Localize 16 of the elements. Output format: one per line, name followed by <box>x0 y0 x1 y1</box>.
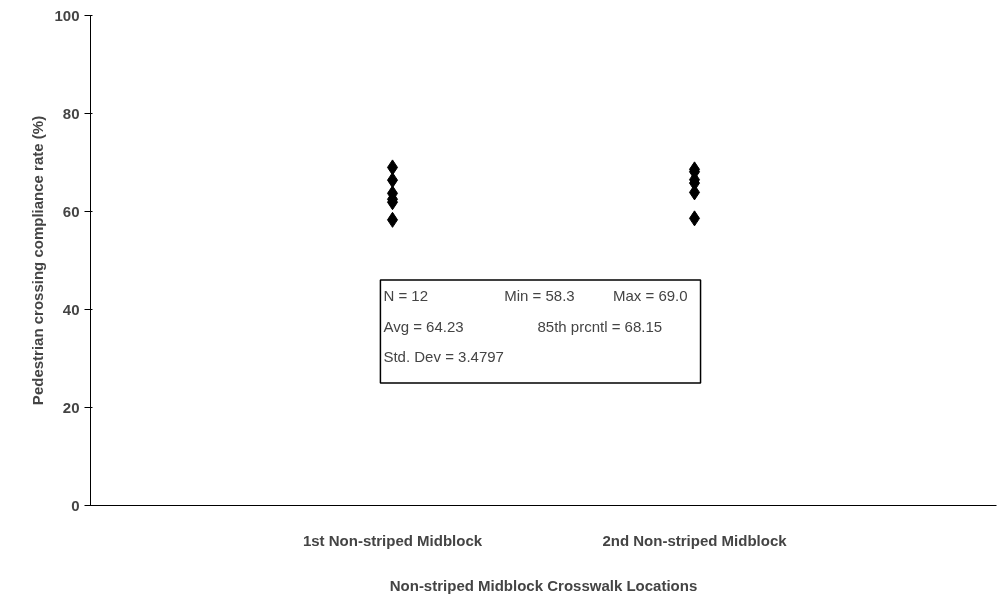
y-tick-label: 40 <box>62 300 80 318</box>
x-tick-label: 1st Non-striped Midblock <box>302 531 483 549</box>
y-tick-label: 0 <box>71 496 80 514</box>
annotation: Max = 69.0 <box>612 287 688 305</box>
x-axis-title: Non-striped Midblock Crosswalk Locations <box>389 576 698 594</box>
annotation: 85th prcntl = 68.15 <box>537 317 663 335</box>
y-tick-label: 60 <box>62 202 80 220</box>
y-tick-label: 20 <box>62 398 80 416</box>
y-tick-label: 80 <box>62 104 80 122</box>
annotation: Avg = 64.23 <box>383 317 464 335</box>
annotation: Std. Dev = 3.4797 <box>383 348 504 366</box>
y-tick-label: 100 <box>54 6 80 24</box>
y-axis-title: Pedestrian crossing compliance rate (%) <box>29 115 47 406</box>
annotation: Min = 58.3 <box>504 287 575 305</box>
annotation: N = 12 <box>383 287 429 305</box>
x-tick-label: 2nd Non-striped Midblock <box>602 531 788 549</box>
